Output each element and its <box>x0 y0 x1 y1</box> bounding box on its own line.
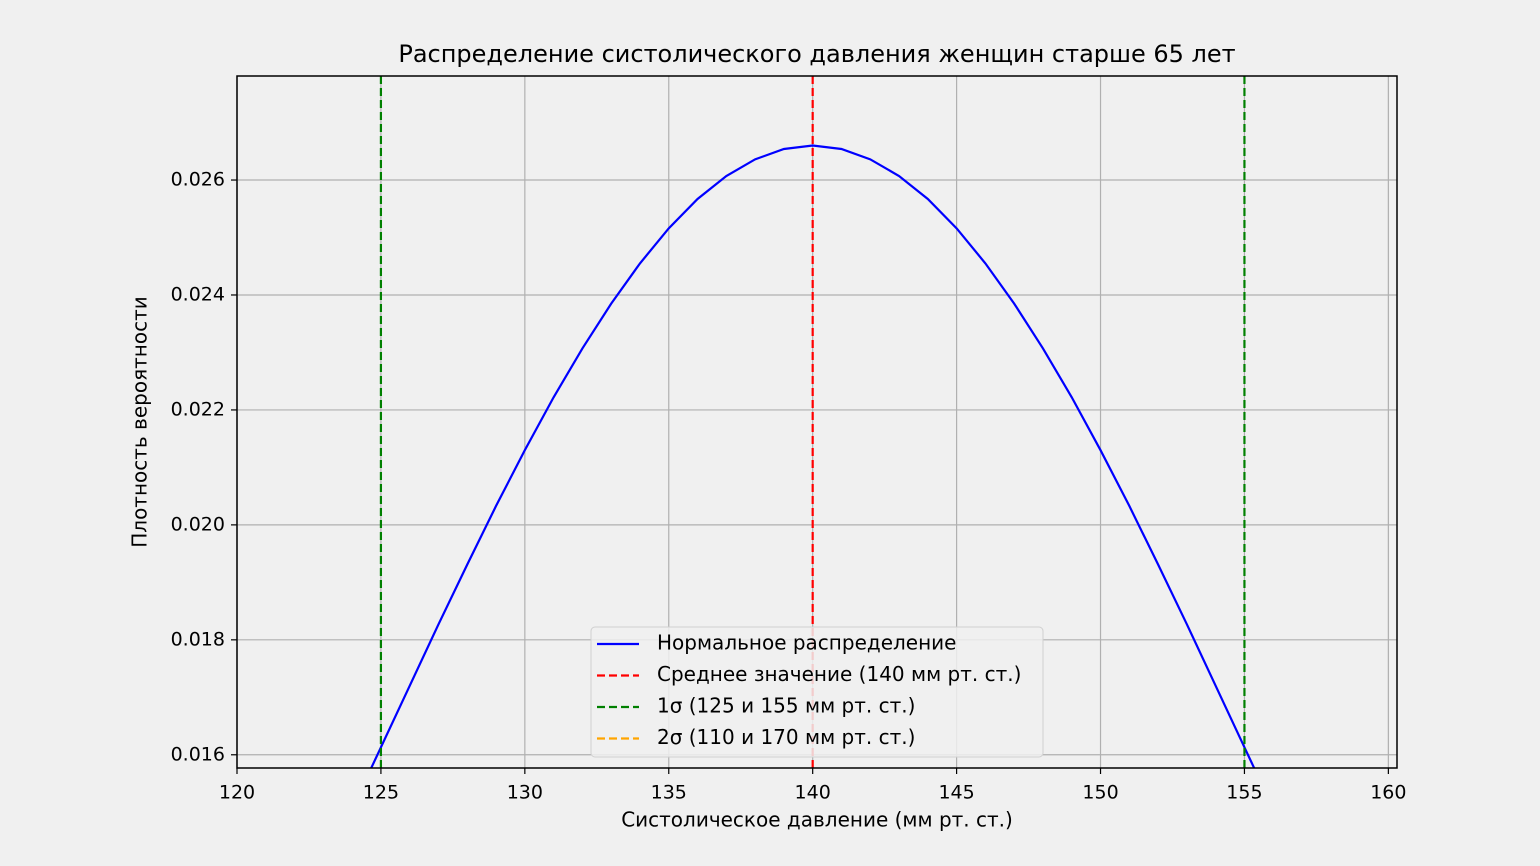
y-axis-label: Плотность вероятности <box>128 296 152 547</box>
legend-label: Нормальное распределение <box>657 631 956 655</box>
axes-frame <box>236 75 1398 769</box>
x-tick-label: 145 <box>938 782 974 804</box>
x-tick-label: 160 <box>1370 782 1406 804</box>
chart-title: Распределение систолического давления же… <box>398 40 1235 68</box>
x-tick-label: 140 <box>795 782 831 804</box>
y-tick-label: 0.016 <box>171 743 225 765</box>
x-tick-label: 130 <box>507 782 543 804</box>
legend-label: Среднее значение (140 мм рт. ст.) <box>657 662 1021 686</box>
legend-box <box>590 626 1044 758</box>
y-tick-label: 0.020 <box>171 513 225 535</box>
line-series <box>370 144 1256 768</box>
legend-label: 1σ (125 и 155 мм рт. ст.) <box>657 694 915 718</box>
x-tick-label: 155 <box>1226 782 1262 804</box>
x-tick-label: 150 <box>1082 782 1118 804</box>
legend-label: 2σ (110 и 170 мм рт. ст.) <box>657 725 915 749</box>
x-tick-label: 120 <box>219 782 255 804</box>
y-tick-label: 0.026 <box>171 169 225 191</box>
x-axis-label: Систолическое давление (мм рт. ст.) <box>621 808 1013 832</box>
y-tick-label: 0.024 <box>171 283 225 305</box>
legend: Нормальное распределение Среднее значение… <box>590 626 1044 758</box>
grid: 120 125 130 135 140 145 150 155 160 0.016 0.018 0.0… <box>171 76 1406 804</box>
x-tick-label: 135 <box>651 782 687 804</box>
y-tick-label: 0.022 <box>171 398 225 420</box>
y-tick-label: 0.018 <box>171 628 225 650</box>
x-tick-label: 125 <box>363 782 399 804</box>
